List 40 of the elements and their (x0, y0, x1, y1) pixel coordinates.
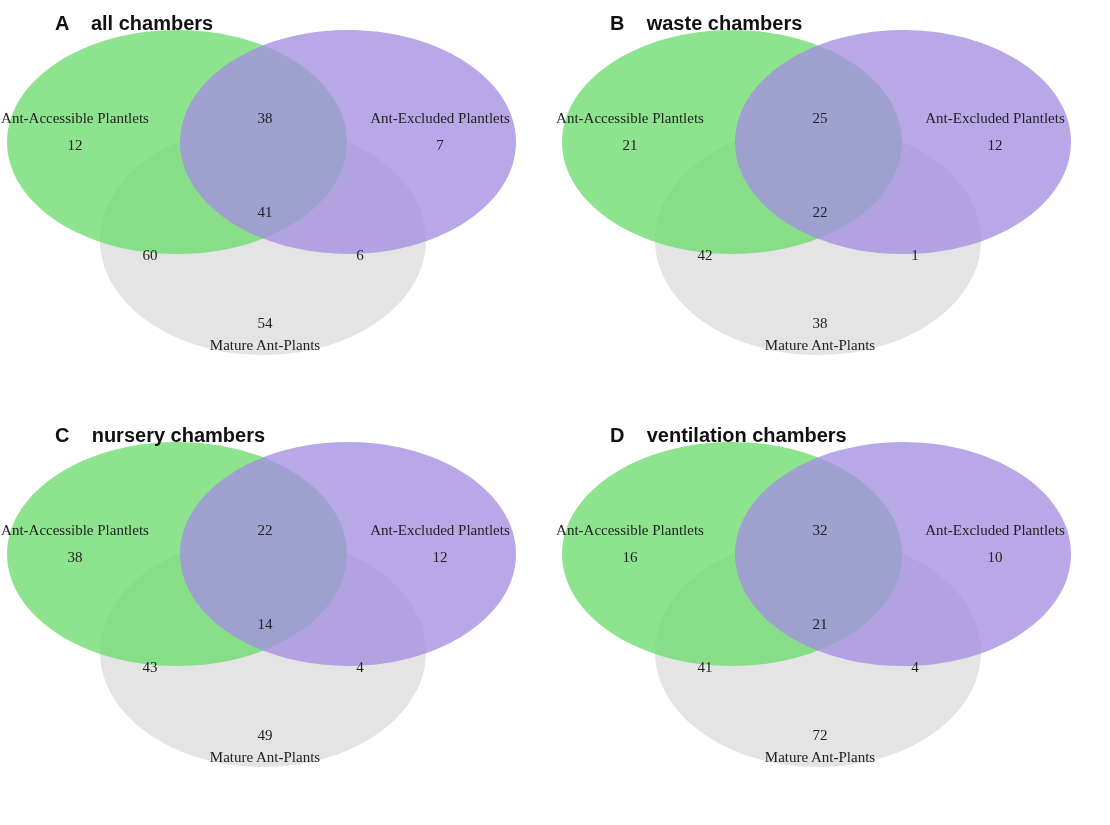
text: 41 (257, 204, 273, 220)
category-label: Ant-Excluded Plantlets (925, 110, 1065, 126)
category-label: Mature Ant-Plants (209, 749, 321, 765)
text: 38 (257, 110, 273, 126)
text: 1 (911, 247, 919, 263)
data-label: 72 (812, 727, 828, 743)
data-label: 38 (67, 549, 83, 565)
data-label: 12 (67, 137, 83, 153)
data-label: 49 (257, 727, 273, 743)
data-label: 12 (432, 549, 448, 565)
data-label: 54 (257, 315, 273, 331)
text: 60 (142, 247, 158, 263)
category-label: Ant-Excluded Plantlets (925, 522, 1065, 538)
text: 42 (697, 247, 713, 263)
text: 4 (356, 659, 365, 675)
data-label: 7 (436, 137, 445, 153)
category-label: Mature Ant-Plants (209, 337, 321, 353)
text: 6 (356, 247, 365, 263)
text: 14 (257, 616, 273, 632)
category-label: Ant-Excluded Plantlets (370, 110, 510, 126)
text: 22 (257, 522, 273, 538)
data-label: 10 (987, 549, 1003, 565)
text: 43 (142, 659, 158, 675)
text: 22 (812, 204, 828, 220)
text: 4 (911, 659, 920, 675)
data-label: 21 (622, 137, 638, 153)
category-label: Mature Ant-Plants (764, 749, 876, 765)
text: 25 (812, 110, 828, 126)
text: 32 (812, 522, 828, 538)
category-label: Mature Ant-Plants (764, 337, 876, 353)
text: 41 (697, 659, 713, 675)
text: A all chambers (55, 12, 214, 34)
data-label: 16 (622, 549, 638, 565)
text: 21 (812, 616, 828, 632)
data-label: 12 (987, 137, 1003, 153)
data-label: 38 (812, 315, 828, 331)
category-label: Ant-Excluded Plantlets (370, 522, 510, 538)
text: C nursery chambers (55, 424, 266, 446)
text: D ventilation chambers (610, 424, 847, 446)
text: B waste chambers (610, 12, 803, 34)
